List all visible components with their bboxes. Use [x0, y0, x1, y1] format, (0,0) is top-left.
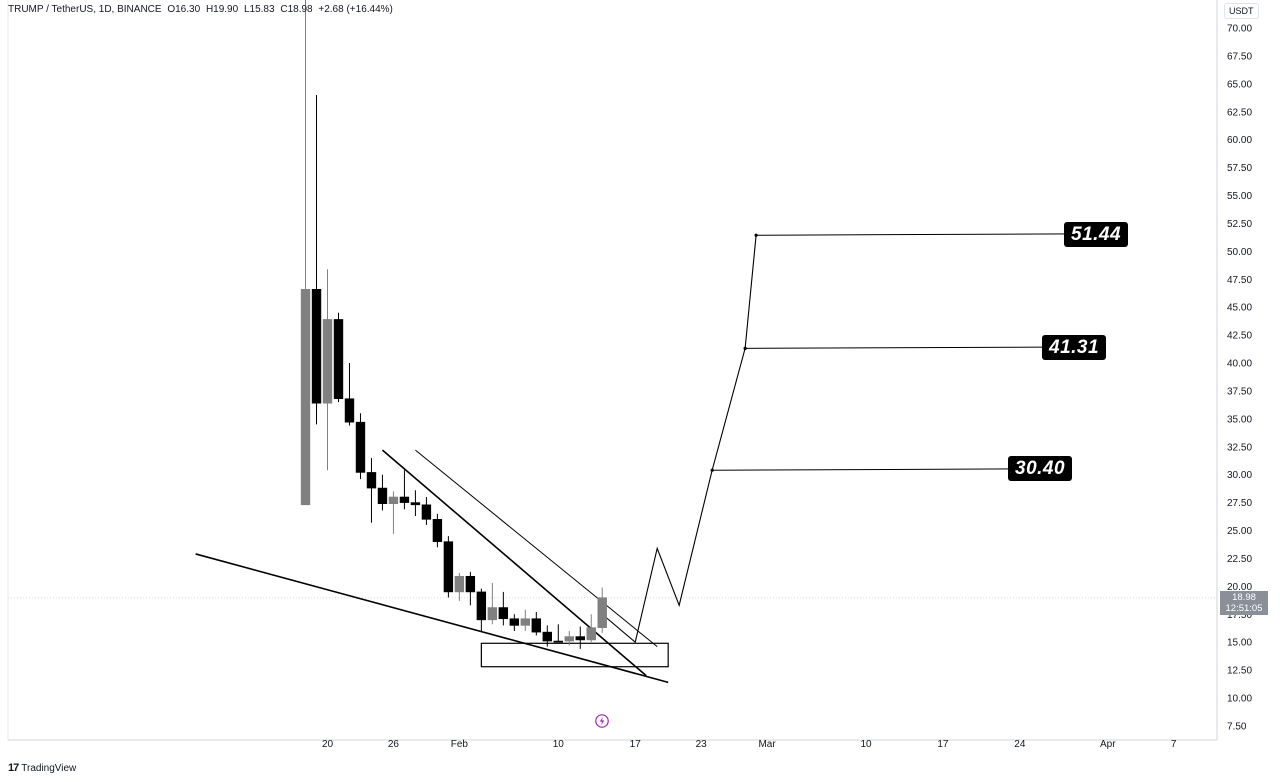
y-tick-label: 55.00 [1227, 191, 1252, 202]
y-tick-label: 67.50 [1227, 51, 1252, 62]
legend-open: O16.30 [167, 4, 201, 15]
x-tick-label: 7 [1171, 739, 1177, 750]
brand-name: TradingView [21, 762, 77, 774]
y-tick-label: 20.00 [1227, 582, 1252, 593]
x-tick-label: Mar [758, 739, 776, 750]
legend-change: +2.68 (+16.44%) [318, 4, 393, 15]
candle-body [366, 472, 377, 489]
candle-body [432, 519, 443, 542]
candle-body [344, 398, 355, 423]
y-tick-label: 42.50 [1227, 331, 1252, 342]
symbol-legend: TRUMP / TetherUS, 1D, BINANCE O16.30 H19… [8, 4, 396, 15]
tradingview-brand[interactable]: 17 TradingView [8, 762, 76, 774]
x-tick-label: 10 [860, 739, 872, 750]
candle-body [443, 541, 454, 593]
candle-body [300, 288, 311, 506]
target-label-1[interactable]: 51.44 [1064, 222, 1129, 247]
candle-body [487, 607, 498, 621]
y-tick-label: 35.00 [1227, 414, 1252, 425]
candle-body [575, 636, 585, 641]
y-tick-label: 10.00 [1227, 694, 1252, 705]
candle-body [322, 319, 333, 404]
last-price-tag: 18.98 12:51:05 [1220, 591, 1268, 615]
y-tick-label: 47.50 [1227, 275, 1252, 286]
x-tick-label: 20 [322, 739, 334, 750]
currency-button[interactable]: USDT [1224, 3, 1259, 19]
y-tick-label: 70.00 [1227, 24, 1252, 35]
candle-body [553, 640, 563, 643]
y-tick-label: 52.50 [1227, 219, 1252, 230]
candle-body [355, 421, 366, 473]
y-tick-label: 27.50 [1227, 498, 1252, 509]
legend-high: H19.90 [205, 4, 239, 15]
candle-body [333, 319, 344, 400]
candle-body [542, 631, 552, 642]
y-tick-label: 45.00 [1227, 303, 1252, 314]
candle-body [509, 618, 520, 626]
y-tick-label: 25.00 [1227, 526, 1252, 537]
x-tick-label: 26 [388, 739, 400, 750]
wedge-upper-trendline [381, 449, 647, 677]
candle-body [498, 607, 509, 620]
y-tick-label: 12.50 [1227, 666, 1252, 677]
y-tick-label: 57.50 [1227, 163, 1252, 174]
bar-countdown: 12:51:05 [1225, 603, 1263, 614]
y-tick-label: 17.50 [1227, 610, 1252, 621]
y-tick-label: 32.50 [1227, 442, 1252, 453]
x-tick-label: Feb [451, 739, 469, 750]
target-line-2 [745, 346, 1097, 349]
candle-body [476, 591, 487, 621]
candle-body [388, 496, 399, 504]
candle-body [564, 636, 574, 642]
y-tick-label: 65.00 [1227, 79, 1252, 90]
x-tick-label: 17 [937, 739, 949, 750]
target-line-3 [756, 233, 1108, 236]
legend-symbol: TRUMP / TetherUS, 1D, BINANCE [8, 4, 162, 15]
candle-body [377, 487, 388, 505]
support-zone-box [480, 642, 669, 668]
y-tick-label: 50.00 [1227, 247, 1252, 258]
y-tick-label: 40.00 [1227, 359, 1252, 370]
channel-upper-trendline [415, 449, 658, 648]
candle-body [597, 597, 607, 628]
x-tick-label: 10 [553, 739, 565, 750]
candle-body [421, 504, 432, 520]
y-tick-label: 15.00 [1227, 638, 1252, 649]
wedge-lower-trendline [195, 553, 669, 684]
target-line-1 [712, 468, 1064, 471]
legend-close: C18.98 [280, 4, 313, 15]
y-tick-label: 30.00 [1227, 470, 1252, 481]
candle-body [311, 288, 322, 404]
y-tick-label: 60.00 [1227, 135, 1252, 146]
y-tick-label: 37.50 [1227, 386, 1252, 397]
candle-body [531, 618, 542, 633]
target-label-2[interactable]: 41.31 [1042, 335, 1107, 360]
y-tick-label: 62.50 [1227, 107, 1252, 118]
x-tick-label: Apr [1100, 739, 1116, 750]
candle-body [454, 575, 465, 593]
x-tick-label: 24 [1014, 739, 1026, 750]
target-point-3 [754, 233, 758, 237]
last-price-value: 18.98 [1232, 592, 1256, 603]
x-tick-label: 23 [696, 739, 708, 750]
tradingview-logo-icon: 17 [8, 762, 19, 774]
candle-body [586, 627, 596, 641]
target-point-2 [743, 346, 747, 350]
candle-body [399, 496, 410, 503]
y-tick-label: 7.50 [1227, 721, 1247, 732]
x-tick-label: 17 [630, 739, 642, 750]
target-label-3[interactable]: 30.40 [1008, 456, 1073, 481]
legend-low: L15.83 [243, 4, 275, 15]
flash-icon[interactable] [595, 714, 609, 728]
target-point-1 [710, 468, 714, 472]
projected-price-path [601, 235, 757, 644]
candle-body [465, 575, 476, 593]
candle-body [520, 618, 531, 626]
y-tick-label: 22.50 [1227, 554, 1252, 565]
candle-body [410, 502, 421, 506]
